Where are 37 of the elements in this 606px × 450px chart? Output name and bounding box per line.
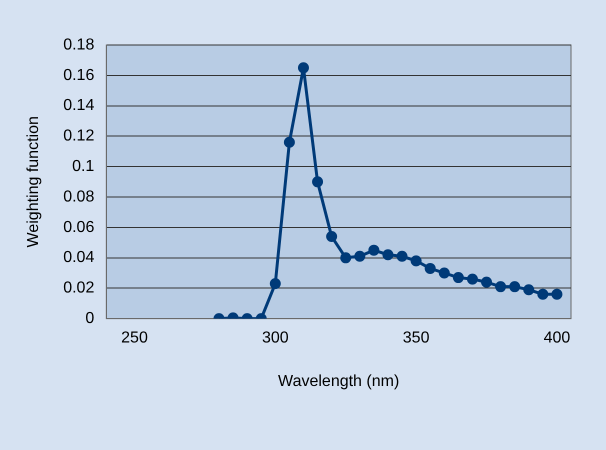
y-tick-label: 0.14 — [63, 97, 94, 114]
y-axis-title: Weighting function — [25, 116, 42, 248]
y-tick-label: 0.02 — [63, 280, 94, 297]
point — [452, 272, 464, 284]
point — [466, 274, 478, 285]
point — [354, 250, 366, 262]
point — [340, 252, 352, 264]
y-tick-label: 0.04 — [63, 249, 94, 266]
point — [368, 244, 380, 256]
point — [410, 255, 422, 266]
point — [481, 276, 492, 288]
point — [551, 288, 562, 300]
point — [312, 176, 324, 188]
x-tick-label: 250 — [121, 330, 148, 347]
point — [270, 278, 281, 290]
x-axis-title: Wavelength (nm) — [278, 372, 400, 390]
point — [298, 62, 309, 74]
y-tick-label: 0.12 — [63, 128, 94, 145]
point — [523, 284, 534, 296]
point — [284, 136, 295, 148]
point — [438, 268, 450, 278]
x-tick-label: 300 — [262, 330, 289, 347]
point — [495, 281, 506, 292]
x-tick-label: 350 — [402, 330, 430, 347]
point — [509, 281, 520, 292]
y-tick-label: 0.08 — [63, 188, 94, 206]
y-tick-label: 0.18 — [63, 36, 94, 54]
y-tick-label: 0.06 — [63, 218, 94, 236]
y-tick-label: 0.1 — [72, 158, 94, 176]
y-tick-label: 0 — [85, 310, 94, 328]
point — [424, 262, 436, 274]
x-tick-label: 400 — [544, 330, 570, 347]
point — [396, 250, 408, 262]
y-tick-label: 0.16 — [63, 66, 94, 84]
point — [326, 231, 338, 242]
point — [537, 288, 548, 300]
point — [382, 249, 394, 260]
